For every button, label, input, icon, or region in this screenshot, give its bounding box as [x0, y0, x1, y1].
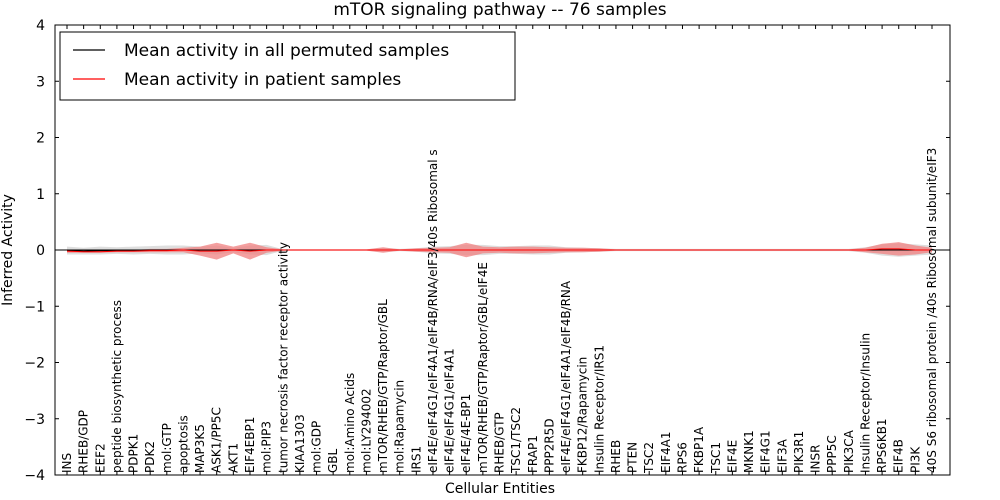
- x-tick-label: PPP2R5D: [542, 418, 556, 473]
- x-tick-label: mol:PIP3: [260, 421, 274, 473]
- x-tick-label: KIAA1303: [293, 414, 307, 473]
- x-tick-label: mol:Rapamycin: [393, 380, 407, 473]
- chart-title: mTOR signaling pathway -- 76 samples: [333, 0, 666, 20]
- x-tick-label: mol:LY294002: [359, 388, 373, 473]
- patient-band: [67, 242, 932, 260]
- x-tick-label: mol:GTP: [160, 423, 174, 473]
- x-tick-label: EIF4EBP1: [243, 417, 257, 473]
- x-tick-label: ASK1/PP5C: [210, 407, 224, 473]
- x-tick-label: EIF4A1: [659, 431, 673, 473]
- x-tick-label: INSR: [809, 445, 823, 473]
- y-tick-label: −2: [24, 356, 45, 372]
- x-tick-label: AKT1: [226, 443, 240, 473]
- x-tick-label: tumor necrosis factor receptor activity: [276, 242, 290, 473]
- x-tick-label: FKBP12/Rapamycin: [576, 357, 590, 473]
- x-tick-label: MKNK1: [742, 430, 756, 473]
- x-tick-label: 40S S6 ribosomal protein /40s Ribosomal …: [925, 148, 939, 473]
- x-tick-label: eIF4E/eIF4G1/eIF4A1: [443, 348, 457, 473]
- x-tick-label: PIK3R1: [792, 431, 806, 473]
- y-axis-title: Inferred Activity: [0, 194, 16, 306]
- x-tick-label: apoptosis: [176, 415, 190, 473]
- x-tick-label: RPS6KB1: [875, 418, 889, 473]
- x-tick-label: Insulin Receptor/Insulin: [859, 333, 873, 473]
- x-axis: INS RHEB/GDP EEF2 peptide biosynthetic proc…: [60, 25, 939, 475]
- x-tick-label: PPP5C: [825, 435, 839, 473]
- x-tick-label: GBL: [326, 448, 340, 473]
- legend-label-patient: Mean activity in patient samples: [124, 70, 401, 90]
- x-tick-label: mol:Amino Acids: [343, 373, 357, 473]
- x-tick-label: RHEB/GTP: [493, 412, 507, 473]
- legend: Mean activity in all permuted samples Me…: [59, 31, 516, 101]
- y-tick-label: 0: [36, 243, 45, 259]
- x-tick-label: mol:GDP: [310, 421, 324, 473]
- legend-label-permuted: Mean activity in all permuted samples: [124, 41, 449, 61]
- x-tick-label: EIF4B: [892, 439, 906, 473]
- x-tick-label: EIF3A: [775, 438, 789, 473]
- x-tick-label: EIF4G1: [759, 430, 773, 473]
- x-tick-label: PTEN: [626, 442, 640, 473]
- x-tick-label: Insulin Receptor/IRS1: [592, 345, 606, 473]
- y-axis: −4 −3 −2 −1 0 1 2 3 4: [24, 18, 950, 484]
- legend-box: [59, 31, 516, 101]
- x-tick-label: TSC1/TSC2: [509, 407, 523, 474]
- x-axis-title: Cellular Entities: [445, 481, 555, 497]
- y-tick-label: 1: [36, 187, 45, 203]
- x-tick-label: MAP3K5: [193, 424, 207, 473]
- x-tick-label: IRS1: [409, 446, 423, 473]
- x-tick-label: TSC1: [709, 442, 723, 474]
- y-tick-label: −1: [24, 299, 45, 315]
- x-tick-label: PDPK1: [127, 434, 141, 473]
- x-tick-label: TSC2: [642, 442, 656, 474]
- series-line-patient: [66, 248, 932, 253]
- x-tick-label: FKBP1A: [692, 426, 706, 473]
- x-tick-label: PDK2: [143, 441, 157, 473]
- x-tick-label: eIF4E/4E-BP1: [459, 394, 473, 473]
- x-tick-label: RHEB: [609, 440, 623, 473]
- x-tick-label: RHEB/GDP: [77, 410, 91, 473]
- y-tick-label: 4: [36, 18, 45, 34]
- y-tick-label: 3: [36, 74, 45, 90]
- x-tick-label: peptide biosynthetic process: [110, 300, 124, 473]
- x-tick-label: EEF2: [93, 443, 107, 473]
- y-tick-label: −4: [24, 468, 45, 484]
- y-tick-label: 2: [36, 131, 45, 147]
- x-tick-label: FRAP1: [526, 435, 540, 473]
- x-tick-label: mTOR/RHEB/GTP/Raptor/GBL/eIF4E: [476, 262, 490, 473]
- x-tick-label: PIK3CA: [842, 429, 856, 473]
- x-tick-label: eIF4E/eIF4G1/eIF4A1/eIF4B/RNA: [559, 280, 573, 473]
- x-tick-label: PI3K: [908, 446, 922, 473]
- x-tick-label: INS: [60, 453, 74, 473]
- series-lines: [66, 248, 932, 253]
- x-tick-label: EIF4E: [725, 440, 739, 473]
- y-tick-label: −3: [24, 412, 45, 428]
- x-tick-label: eIF4E/eIF4G1/eIF4A1/eIF4B/RNA/eIF3/40s R…: [426, 149, 440, 473]
- x-tick-label: RPS6: [676, 442, 690, 473]
- x-tick-label: mTOR/RHEB/GTP/Raptor/GBL: [376, 299, 390, 473]
